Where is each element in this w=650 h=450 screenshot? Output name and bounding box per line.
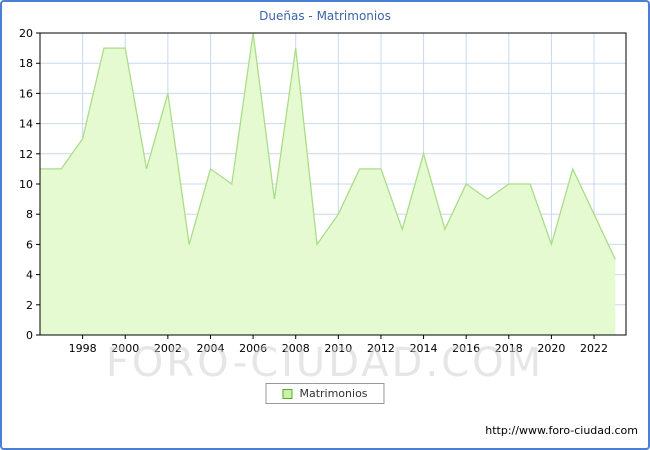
chart-title: Dueñas - Matrimonios bbox=[259, 9, 391, 23]
legend-swatch bbox=[282, 388, 293, 399]
svg-text:2018: 2018 bbox=[495, 342, 523, 355]
legend: Matrimonios bbox=[265, 383, 385, 404]
svg-text:1998: 1998 bbox=[69, 342, 97, 355]
source-url: http://www.foro-ciudad.com bbox=[485, 424, 638, 437]
svg-text:2016: 2016 bbox=[452, 342, 480, 355]
svg-text:14: 14 bbox=[19, 118, 33, 131]
svg-text:2014: 2014 bbox=[410, 342, 438, 355]
svg-text:6: 6 bbox=[26, 238, 33, 251]
svg-text:8: 8 bbox=[26, 208, 33, 221]
svg-text:2010: 2010 bbox=[324, 342, 352, 355]
svg-text:18: 18 bbox=[19, 57, 33, 70]
svg-text:16: 16 bbox=[19, 87, 33, 100]
svg-text:2002: 2002 bbox=[154, 342, 182, 355]
svg-text:12: 12 bbox=[19, 148, 33, 161]
svg-text:0: 0 bbox=[26, 329, 33, 342]
svg-text:2022: 2022 bbox=[580, 342, 608, 355]
svg-text:2020: 2020 bbox=[537, 342, 565, 355]
svg-text:20: 20 bbox=[19, 27, 33, 40]
svg-text:2: 2 bbox=[26, 299, 33, 312]
svg-text:4: 4 bbox=[26, 269, 33, 282]
svg-text:2006: 2006 bbox=[239, 342, 267, 355]
svg-text:2000: 2000 bbox=[111, 342, 139, 355]
svg-text:2012: 2012 bbox=[367, 342, 395, 355]
svg-text:2008: 2008 bbox=[282, 342, 310, 355]
svg-text:2004: 2004 bbox=[196, 342, 224, 355]
svg-text:10: 10 bbox=[19, 178, 33, 191]
legend-label: Matrimonios bbox=[299, 387, 368, 400]
